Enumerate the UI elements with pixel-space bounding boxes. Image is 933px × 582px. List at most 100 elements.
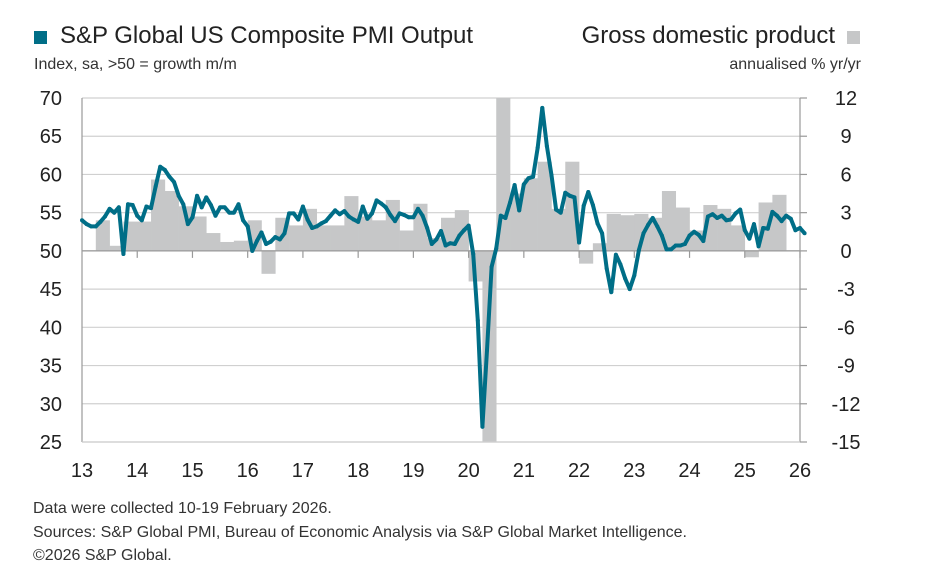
- pmi-point: [153, 184, 158, 189]
- pmi-point: [379, 201, 384, 206]
- gdp-bar: [579, 250, 594, 264]
- left-axis-tick-label: 60: [40, 164, 62, 186]
- pmi-point: [742, 228, 747, 233]
- pmi-point: [655, 224, 660, 229]
- gdp-bar: [220, 241, 235, 251]
- pmi-point: [572, 195, 577, 200]
- pmi-point: [190, 215, 195, 220]
- right-axis-tick-label: 6: [840, 164, 851, 186]
- pmi-point: [342, 209, 347, 214]
- right-axis-tick-label: 0: [840, 241, 851, 263]
- pmi-point: [172, 180, 177, 185]
- pmi-point: [646, 222, 651, 227]
- pmi-point: [112, 210, 117, 215]
- x-axis-tick-label: 25: [734, 460, 756, 482]
- pmi-point: [770, 209, 775, 214]
- pmi-point: [751, 222, 756, 227]
- pmi-point: [204, 195, 209, 200]
- pmi-point: [107, 206, 112, 211]
- pmi-point: [328, 213, 333, 218]
- pmi-point: [89, 224, 94, 229]
- pmi-point: [314, 224, 319, 229]
- pmi-point: [664, 247, 669, 252]
- gdp-bar: [523, 178, 538, 251]
- pmi-point: [346, 214, 351, 219]
- pmi-point: [498, 213, 503, 218]
- gdp-bar: [730, 225, 746, 251]
- pmi-point: [761, 225, 766, 230]
- pmi-point: [503, 216, 508, 221]
- pmi-point: [218, 205, 223, 210]
- x-axis-tick-label: 15: [181, 460, 203, 482]
- pmi-point: [162, 167, 167, 172]
- pmi-point: [701, 238, 706, 243]
- gdp-bar: [371, 220, 387, 251]
- right-axis-tick-label: -3: [837, 279, 855, 301]
- right-axis-tick-label: 12: [835, 88, 857, 110]
- pmi-point: [199, 205, 204, 210]
- pmi-point: [705, 214, 710, 219]
- footer-note-sources: Sources: S&P Global PMI, Bureau of Econo…: [33, 524, 687, 541]
- pmi-point: [802, 231, 807, 236]
- pmi-point: [337, 212, 342, 217]
- pmi-point: [747, 236, 752, 241]
- pmi-point: [374, 198, 379, 203]
- pmi-point: [581, 203, 586, 208]
- left-axis-subtitle: Index, sa, >50 = growth m/m: [34, 56, 237, 73]
- pmi-point: [485, 348, 490, 353]
- pmi-point: [549, 173, 554, 178]
- pmi-point: [356, 219, 361, 224]
- pmi-point: [296, 217, 301, 222]
- pmi-point: [121, 251, 126, 256]
- pmi-point: [512, 183, 517, 188]
- gdp-bar: [330, 225, 345, 251]
- pmi-point: [319, 221, 324, 226]
- left-axis-tick-label: 55: [40, 203, 62, 225]
- pmi-point: [305, 217, 310, 222]
- left-axis-tick-label: 45: [40, 279, 62, 301]
- pmi-point: [227, 210, 232, 215]
- gdp-bar: [289, 225, 304, 251]
- pmi-point: [526, 176, 531, 181]
- pmi-point: [254, 238, 259, 243]
- pmi-point: [149, 206, 154, 211]
- pmi-point: [632, 273, 637, 278]
- pmi-point: [181, 202, 186, 207]
- pmi-point: [250, 248, 255, 253]
- gdp-bar: [358, 216, 373, 251]
- gdp-bar: [772, 194, 787, 251]
- pmi-point: [618, 262, 623, 267]
- x-axis-tick-label: 18: [347, 460, 369, 482]
- pmi-point: [489, 264, 494, 269]
- pmi-point: [241, 218, 246, 223]
- gdp-bar: [137, 221, 152, 251]
- pmi-point: [673, 243, 678, 248]
- pmi-point: [397, 211, 402, 216]
- left-axis-tick-label: 65: [40, 126, 62, 148]
- pmi-point: [517, 208, 522, 213]
- pmi-point: [793, 228, 798, 233]
- pmi-point: [604, 266, 609, 271]
- pmi-point: [130, 203, 135, 208]
- pmi-point: [756, 244, 761, 249]
- pmi-point: [728, 217, 733, 222]
- gdp-bar: [109, 245, 124, 251]
- gdp-bar: [661, 191, 677, 251]
- right-axis-tick-label: -15: [832, 432, 861, 454]
- pmi-point: [103, 214, 108, 219]
- left-axis-tick-label: 50: [40, 241, 62, 263]
- pmi-point: [779, 219, 784, 224]
- footer-note-collection: Data were collected 10-19 February 2026.: [33, 500, 332, 517]
- gdp-bar: [551, 208, 566, 251]
- pmi-point: [765, 226, 770, 231]
- gdp-bar: [316, 225, 331, 251]
- gdp-bar: [164, 191, 179, 251]
- pmi-point: [126, 202, 131, 207]
- pmi-point: [231, 210, 236, 215]
- pmi-point: [158, 164, 163, 169]
- pmi-point: [116, 205, 121, 210]
- gdp-bar: [95, 220, 110, 251]
- pmi-point: [715, 216, 720, 221]
- pmi-point: [586, 190, 591, 195]
- pmi-point: [719, 213, 724, 218]
